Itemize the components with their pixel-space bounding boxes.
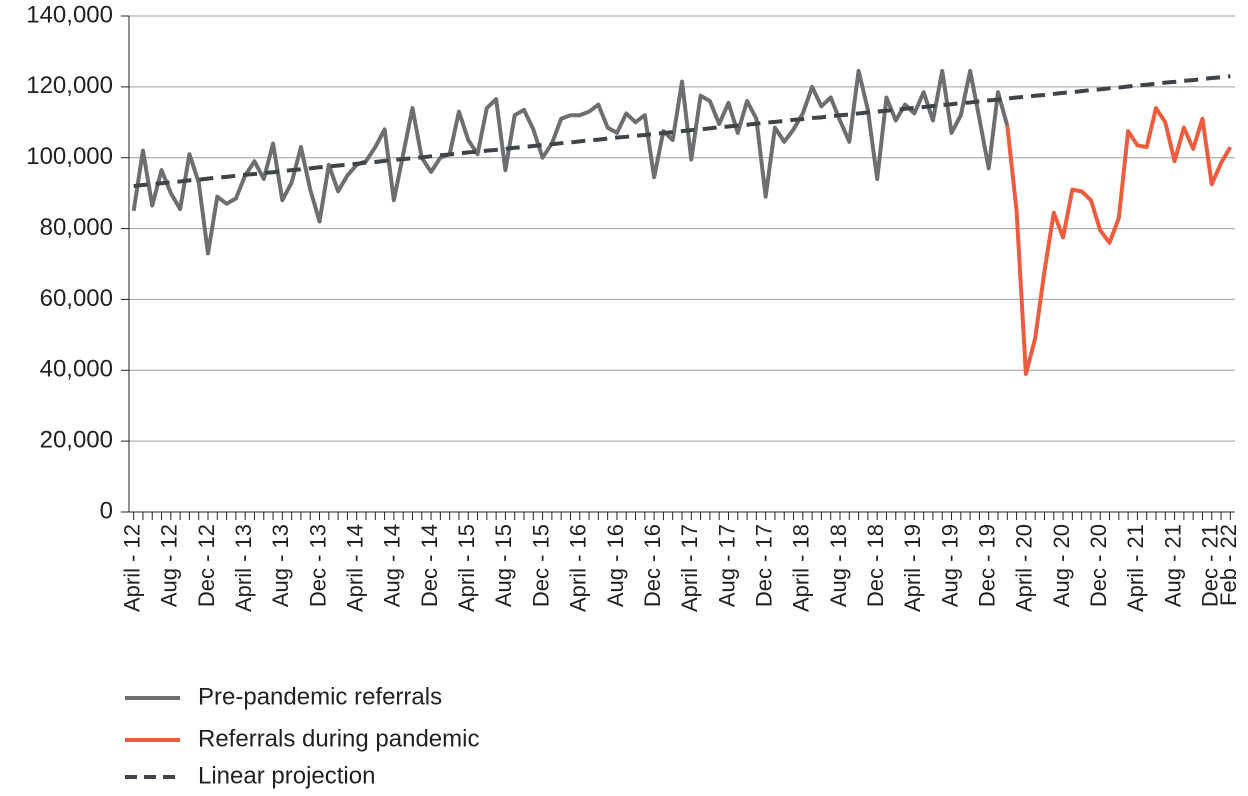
x-tick-label: Aug - 16	[603, 524, 628, 607]
x-tick-label: Dec - 15	[528, 524, 553, 607]
x-tick-label: Dec - 12	[194, 524, 219, 607]
x-tick-label: April - 17	[677, 524, 702, 612]
y-tick-label: 140,000	[26, 1, 113, 28]
legend-label: Referrals during pandemic	[198, 725, 479, 752]
y-tick-label: 40,000	[40, 356, 113, 383]
y-tick-label: 0	[100, 497, 113, 524]
y-tick-label: 80,000	[40, 214, 113, 241]
x-tick-label: April - 15	[454, 524, 479, 612]
y-tick-label: 100,000	[26, 143, 113, 170]
series-line	[131, 68, 1010, 256]
x-tick-label: Dec - 17	[751, 524, 776, 607]
x-tick-label: Aug - 12	[157, 524, 182, 607]
y-tick-label: 60,000	[40, 285, 113, 312]
x-tick-label: Dec - 21	[1198, 524, 1223, 607]
x-tick-label: April - 19	[900, 524, 925, 612]
x-tick-label: Dec - 19	[975, 524, 1000, 607]
x-tick-label: April - 21	[1123, 524, 1148, 612]
legend-label: Pre-pandemic referrals	[198, 683, 442, 710]
x-tick-label: Aug - 13	[268, 524, 293, 607]
x-tick-label: Aug - 21	[1160, 524, 1185, 607]
x-tick-label: April - 13	[231, 524, 256, 612]
x-tick-label: Aug - 19	[937, 524, 962, 607]
x-tick-label: Dec - 16	[640, 524, 665, 607]
x-tick-label: April - 16	[566, 524, 591, 612]
x-tick-label: April - 12	[119, 524, 144, 612]
legend-label: Linear projection	[198, 762, 375, 789]
x-tick-label: Feb - 22	[1216, 524, 1241, 606]
x-tick-label: Dec - 20	[1086, 524, 1111, 607]
x-tick-label: Dec - 14	[417, 524, 442, 607]
y-tick-label: 120,000	[26, 72, 113, 99]
x-tick-label: April - 18	[789, 524, 814, 612]
x-tick-label: Aug - 20	[1049, 524, 1074, 607]
x-tick-label: Aug - 15	[491, 524, 516, 607]
x-tick-label: Dec - 18	[863, 524, 888, 607]
x-tick-label: Aug - 18	[826, 524, 851, 607]
x-tick-label: April - 14	[343, 524, 368, 612]
series-line	[1005, 106, 1233, 376]
x-tick-label: Dec - 13	[305, 524, 330, 607]
x-tick-label: Aug - 17	[714, 524, 739, 607]
x-tick-label: Aug - 14	[380, 524, 405, 607]
series-line	[133, 74, 1231, 189]
y-tick-label: 20,000	[40, 426, 113, 453]
x-tick-label: April - 20	[1012, 524, 1037, 612]
